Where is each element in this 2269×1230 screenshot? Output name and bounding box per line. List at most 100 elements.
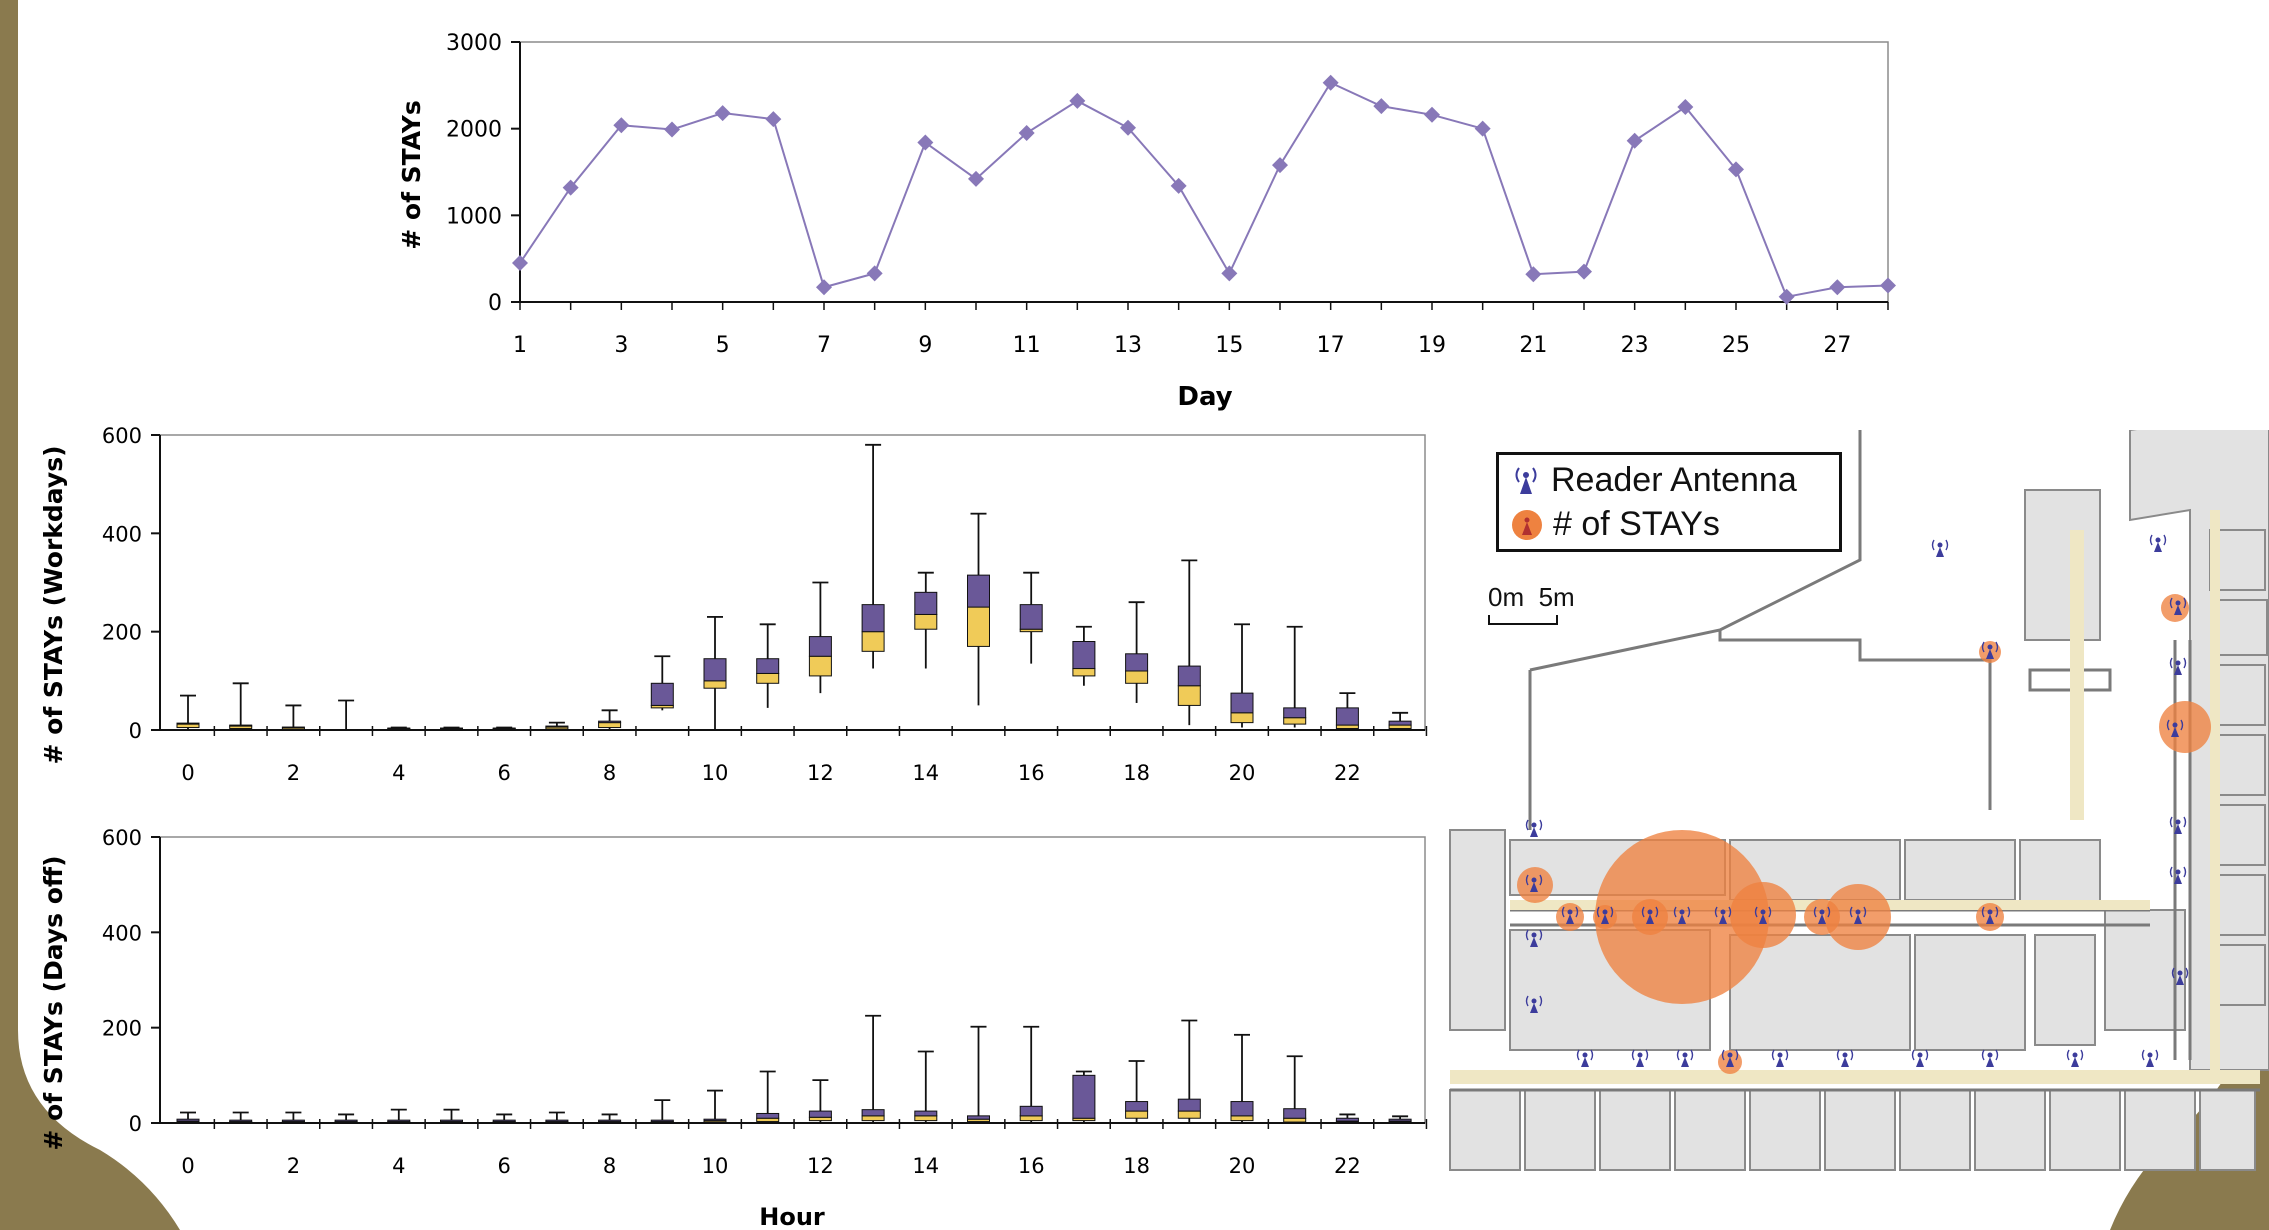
box-hour-5 — [440, 1108, 463, 1124]
antenna-waves — [1911, 1049, 1929, 1061]
box-upper-half — [598, 720, 622, 724]
box-upper-half — [281, 1119, 305, 1123]
antenna-mast — [1916, 1057, 1924, 1067]
frame-left-corner — [0, 0, 180, 1230]
antenna-mast — [1581, 1057, 1589, 1067]
antenna-head — [2175, 819, 2181, 825]
line-x-tick-label: 1 — [513, 333, 527, 358]
stays-series-line — [519, 81, 1889, 298]
antenna-waves — [1676, 1049, 1694, 1061]
box-x-tick-label: 12 — [807, 1154, 834, 1178]
antenna-waves — [1849, 906, 1867, 918]
box-lower-half — [1388, 724, 1412, 730]
antenna-waves — [1754, 906, 1772, 918]
antenna-head — [1582, 1052, 1588, 1058]
antenna-mast — [1841, 1057, 1849, 1067]
line-data-point — [664, 121, 680, 138]
box-hour-20 — [1230, 1033, 1254, 1123]
box-upper-half — [176, 1118, 200, 1122]
antenna-head — [1682, 1052, 1688, 1058]
box-x-tick-label: 8 — [603, 1154, 616, 1178]
box-x-tick-label: 0 — [181, 1154, 194, 1178]
box-lower-half — [756, 672, 780, 684]
line-data-point — [1424, 106, 1440, 123]
line-x-tick-label: 25 — [1722, 333, 1750, 358]
box-upper-half — [1072, 641, 1096, 670]
antenna-waves — [2166, 719, 2184, 731]
antenna-waves — [1631, 1049, 1649, 1061]
antenna-head — [2177, 970, 2183, 976]
antenna-waves — [1981, 641, 1999, 653]
box-hour-9 — [650, 655, 674, 711]
box-plot-area — [159, 434, 1426, 731]
box-upper-half — [861, 604, 885, 633]
antenna-waves — [1721, 1049, 1739, 1061]
line-x-tick-label: 11 — [1013, 333, 1041, 358]
box-upper-half — [1388, 720, 1412, 726]
box-x-tick-label: 10 — [702, 761, 729, 785]
antenna-waves — [1931, 539, 1949, 551]
antenna-mast — [1818, 914, 1826, 924]
box-upper-half — [1283, 1108, 1307, 1119]
box-hour-5 — [440, 726, 463, 731]
box-hour-13 — [861, 1014, 885, 1123]
antenna-mast — [1759, 914, 1767, 924]
antenna-head — [1842, 1052, 1848, 1058]
box-hour-3 — [334, 699, 358, 731]
antenna-icon — [2169, 866, 2187, 884]
box-hour-8 — [598, 709, 622, 730]
box-lower-half — [1125, 1110, 1149, 1119]
box-upper-half — [1335, 707, 1359, 726]
antenna-waves — [2169, 597, 2187, 609]
box-x-tick-label: 18 — [1123, 761, 1150, 785]
antenna-head — [1987, 1052, 1993, 1058]
box-upper-half — [387, 727, 411, 730]
box-x-tick-label: 6 — [498, 1154, 511, 1178]
box-upper-half — [387, 1119, 411, 1123]
box-lower-half — [808, 655, 832, 677]
box-upper-half — [967, 1115, 990, 1120]
box-hour-6 — [492, 726, 516, 731]
legend-stays-label: # of STAYs — [1553, 505, 1720, 543]
antenna-waves — [1981, 1049, 1999, 1061]
stays-bubble-icon — [1512, 509, 1542, 540]
box-lower-half — [861, 631, 885, 652]
line-data-point — [1778, 288, 1795, 305]
map-legend: Reader Antenna # of STAYs — [1496, 452, 1842, 552]
antenna-icon — [2169, 597, 2187, 615]
box-upper-half — [440, 727, 463, 730]
box-x-tick-label: 12 — [807, 761, 834, 785]
antenna-waves — [1576, 1049, 1594, 1061]
box-hour-16 — [1019, 1025, 1043, 1123]
box-upper-half — [334, 729, 358, 731]
antenna-mast — [2176, 975, 2184, 985]
line-data-point — [714, 105, 731, 122]
antenna-icon — [1525, 929, 1543, 947]
antenna-mast — [1986, 649, 1994, 659]
legend-antenna-label: Reader Antenna — [1551, 461, 1797, 499]
box-hour-15 — [967, 1025, 990, 1123]
box-y-tick-label: 400 — [102, 522, 142, 546]
antenna-waves — [2171, 967, 2189, 979]
antenna-head — [1531, 998, 1537, 1004]
box-x-tick-label: 8 — [603, 761, 616, 785]
box-x-tick-label: 22 — [1334, 761, 1361, 785]
floor-plan-map — [1449, 430, 2269, 1171]
box-hour-13 — [861, 443, 885, 669]
antenna-mast — [1530, 1003, 1538, 1013]
box-upper-half — [1177, 1098, 1201, 1112]
box-hour-10 — [703, 616, 727, 730]
box-lower-half — [861, 1115, 885, 1122]
antenna-head — [1819, 909, 1825, 915]
box-lower-half — [1230, 712, 1254, 724]
line-data-point — [1880, 277, 1896, 294]
antenna-waves — [2169, 657, 2187, 669]
box-upper-half — [650, 682, 674, 706]
scale-bar-line — [1488, 615, 1558, 625]
antenna-head — [2072, 1052, 2078, 1058]
box-upper-half — [1230, 1101, 1254, 1117]
box-upper-half — [545, 1119, 569, 1123]
box-upper-half — [492, 1119, 516, 1123]
antenna-head — [1777, 1052, 1783, 1058]
